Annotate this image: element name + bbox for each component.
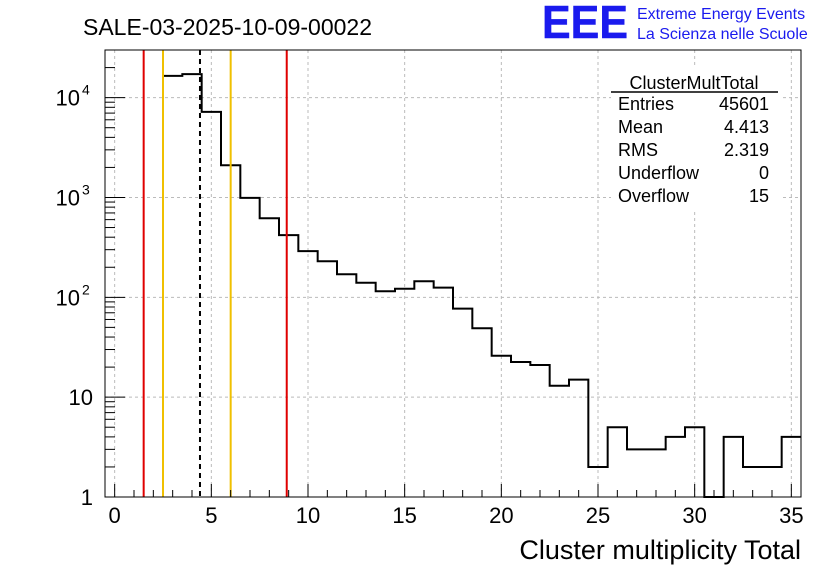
histogram-bin [550,386,569,497]
histogram-bin [511,362,530,497]
stats-row-label: RMS [618,140,658,160]
histogram-bin [530,365,549,497]
axes [104,49,802,498]
histogram-bin [163,76,182,497]
stats-row-label: Overflow [618,186,690,206]
x-tick-label: 35 [779,503,803,528]
histogram-bin [724,437,743,497]
x-tick-label: 25 [586,503,610,528]
y-tick-exponent: 2 [82,281,90,297]
histogram-bin [240,198,259,497]
histogram-bin [376,291,395,497]
histogram-outline [162,73,801,498]
stats-row-value: 4.413 [724,117,769,137]
stats-row-value: 0 [759,163,769,183]
stats-row-label: Mean [618,117,663,137]
y-tick-label: 10 [69,385,93,410]
y-tick-label: 1 [81,485,93,510]
grid [105,50,801,497]
histogram-bin [337,274,356,497]
histogram-bin [627,449,646,497]
stats-row-value: 45601 [719,94,769,114]
histogram-bin [182,74,201,497]
x-tick-label: 20 [489,503,513,528]
x-axis-label: Cluster multiplicity Total [519,535,801,565]
y-tick-label: 10 [56,86,80,111]
histogram-bin [318,261,337,497]
stats-row-label: Underflow [618,163,700,183]
histogram-bin [453,309,472,497]
histogram-bin [434,288,453,497]
histogram-bin [608,427,627,497]
marker-lines [142,50,288,497]
x-tick-label: 15 [392,503,416,528]
stats-row-label: Entries [618,94,674,114]
y-tick-exponent: 4 [82,82,90,98]
eee-logo: EEE Extreme Energy Events La Scienza nel… [542,0,808,48]
histogram-bin [279,235,298,497]
x-tick-label: 0 [109,503,121,528]
histogram-bars [162,73,801,498]
x-tick-label: 5 [205,503,217,528]
histogram-bin [472,328,491,497]
histogram-bin [666,437,685,497]
x-tick-label: 30 [682,503,706,528]
stats-box-title: ClusterMultTotal [629,73,758,93]
eee-logo-line2: La Scienza nelle Scuole [637,26,808,43]
histogram-bin [260,218,279,497]
stats-row-value: 2.319 [724,140,769,160]
eee-logo-line1: Extreme Energy Events [637,6,805,23]
plot-frame [104,49,802,498]
eee-logo-mark: EEE [542,0,628,48]
y-tick-label: 10 [56,285,80,310]
x-tick-label: 10 [296,503,320,528]
histogram-bin [356,283,375,497]
chart-title: SALE-03-2025-10-09-00022 [83,14,372,40]
y-tick-exponent: 3 [82,181,90,197]
histogram-bin [414,281,433,497]
y-tick-label: 10 [56,185,80,210]
stats-row-value: 15 [749,186,769,206]
histogram-bin [646,449,665,497]
